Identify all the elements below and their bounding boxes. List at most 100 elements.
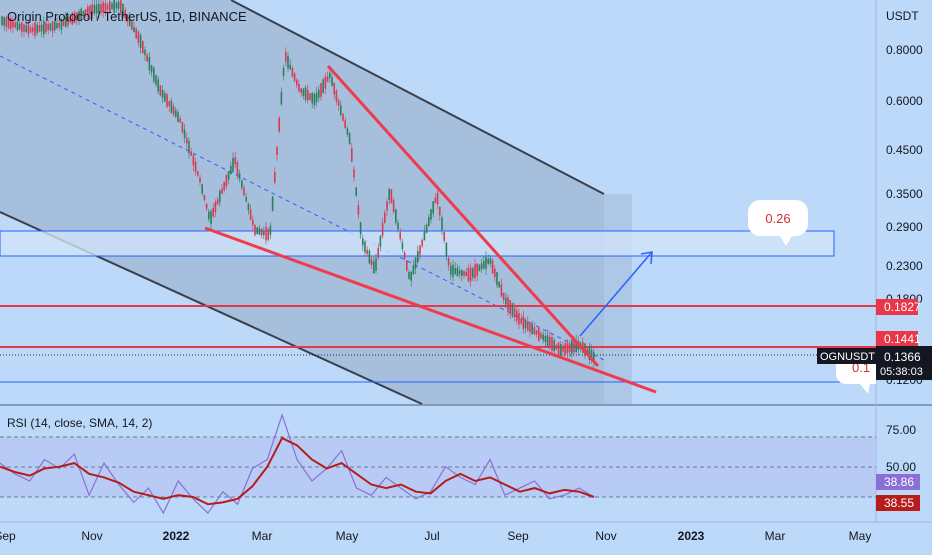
candle-body — [463, 271, 465, 276]
candle-body — [489, 258, 492, 264]
candle-body — [395, 209, 397, 223]
candle-body — [342, 113, 344, 121]
candle-body — [172, 106, 175, 115]
candle-body — [188, 140, 190, 154]
candle-body — [544, 336, 547, 342]
candle-body — [331, 77, 333, 86]
candle-body — [285, 52, 287, 62]
time-axis[interactable]: Sep Nov 2022 Mar May Jul Sep Nov 2023 Mar May — [0, 529, 871, 543]
price-tick-label: 0.3500 — [886, 187, 923, 201]
candle-body — [252, 219, 254, 225]
candle-body — [485, 257, 487, 270]
candle-body — [454, 268, 456, 275]
channel-upper-line[interactable] — [230, 0, 605, 195]
candle-body — [458, 270, 461, 275]
candle-body — [311, 92, 313, 104]
candle-body — [71, 12, 74, 25]
candle-body — [335, 90, 338, 102]
candle-body — [313, 94, 316, 106]
candle-body — [177, 112, 179, 122]
candle-body — [467, 268, 470, 282]
candle-body — [507, 297, 509, 311]
candle-body — [399, 232, 401, 240]
candle-body — [505, 297, 507, 305]
candle-body — [51, 21, 54, 32]
wedge-upper-line[interactable] — [326, 64, 600, 368]
candle-body — [476, 263, 478, 276]
candle-body — [370, 259, 373, 265]
candle-body — [344, 120, 346, 129]
candle-body — [590, 349, 593, 361]
candle-body — [120, 0, 122, 13]
price-tag — [876, 346, 932, 380]
candle-body — [80, 8, 82, 20]
candle-body — [419, 245, 421, 255]
candle-body — [291, 67, 294, 77]
candle-body — [483, 260, 485, 269]
channel-extension — [604, 194, 632, 404]
candle-body — [388, 188, 390, 200]
time-tick-label: May — [849, 529, 872, 543]
candle-body — [102, 2, 104, 13]
candle-body — [509, 300, 511, 314]
candle-body — [69, 17, 71, 23]
symbol-title[interactable]: Origin Protocol / TetherUS, 1D, BINANCE — [7, 9, 247, 24]
candle-body — [265, 226, 267, 241]
time-tick-label: Nov — [595, 529, 616, 543]
candle-body — [190, 151, 192, 156]
rsi-title[interactable]: RSI (14, close, SMA, 14, 2) — [7, 416, 152, 430]
rsi-value-tag — [876, 474, 920, 490]
candle-body — [412, 265, 415, 275]
candle-body — [333, 83, 335, 95]
candle-body — [73, 12, 76, 23]
candle-body — [164, 93, 166, 102]
rsi-line[interactable] — [0, 413, 595, 515]
candle-body — [14, 22, 16, 28]
candle-body — [45, 22, 47, 33]
breakout-arrow[interactable] — [579, 251, 653, 337]
candle-body — [557, 342, 560, 356]
candle-body — [84, 9, 87, 16]
rsi-sma-line[interactable] — [0, 436, 595, 506]
candle-body — [150, 65, 153, 73]
candle-body — [524, 320, 527, 329]
candle-body — [542, 334, 544, 341]
target-bubble-shape[interactable] — [748, 200, 808, 246]
candle-body — [157, 79, 159, 92]
channel-midline[interactable] — [0, 55, 605, 361]
candle-body — [166, 94, 168, 107]
candle-body — [307, 90, 309, 101]
candle-body — [21, 22, 23, 32]
candle-body — [551, 337, 553, 351]
candle-body — [137, 31, 140, 43]
candle-body — [122, 3, 124, 17]
candle-body — [109, 1, 111, 13]
price-axis[interactable] — [876, 0, 932, 522]
candle-body — [364, 241, 366, 253]
time-tick-label: May — [336, 529, 359, 543]
candle-body — [179, 118, 181, 123]
candle-body — [245, 197, 247, 202]
wedge-lower-line[interactable] — [204, 226, 657, 394]
rsi-tick-label: 75.00 — [886, 423, 916, 437]
candle-body — [513, 308, 516, 318]
candle-body — [56, 22, 58, 29]
candle-body — [478, 264, 481, 272]
candle-body — [351, 148, 353, 162]
candle-body — [428, 217, 430, 226]
candle-body — [124, 9, 126, 19]
candle-body — [247, 203, 250, 211]
candle-body — [201, 184, 203, 194]
candle-body — [381, 222, 384, 236]
candle-body — [432, 201, 434, 214]
candle-body — [562, 346, 564, 352]
candle-body — [170, 101, 173, 114]
candle-body — [183, 129, 186, 138]
price-tick-label: 0.8000 — [886, 43, 923, 57]
candle-body — [5, 17, 8, 28]
candle-body — [430, 209, 432, 220]
candle-body — [25, 25, 27, 32]
candle-body — [260, 228, 263, 236]
candle-body — [527, 321, 529, 331]
